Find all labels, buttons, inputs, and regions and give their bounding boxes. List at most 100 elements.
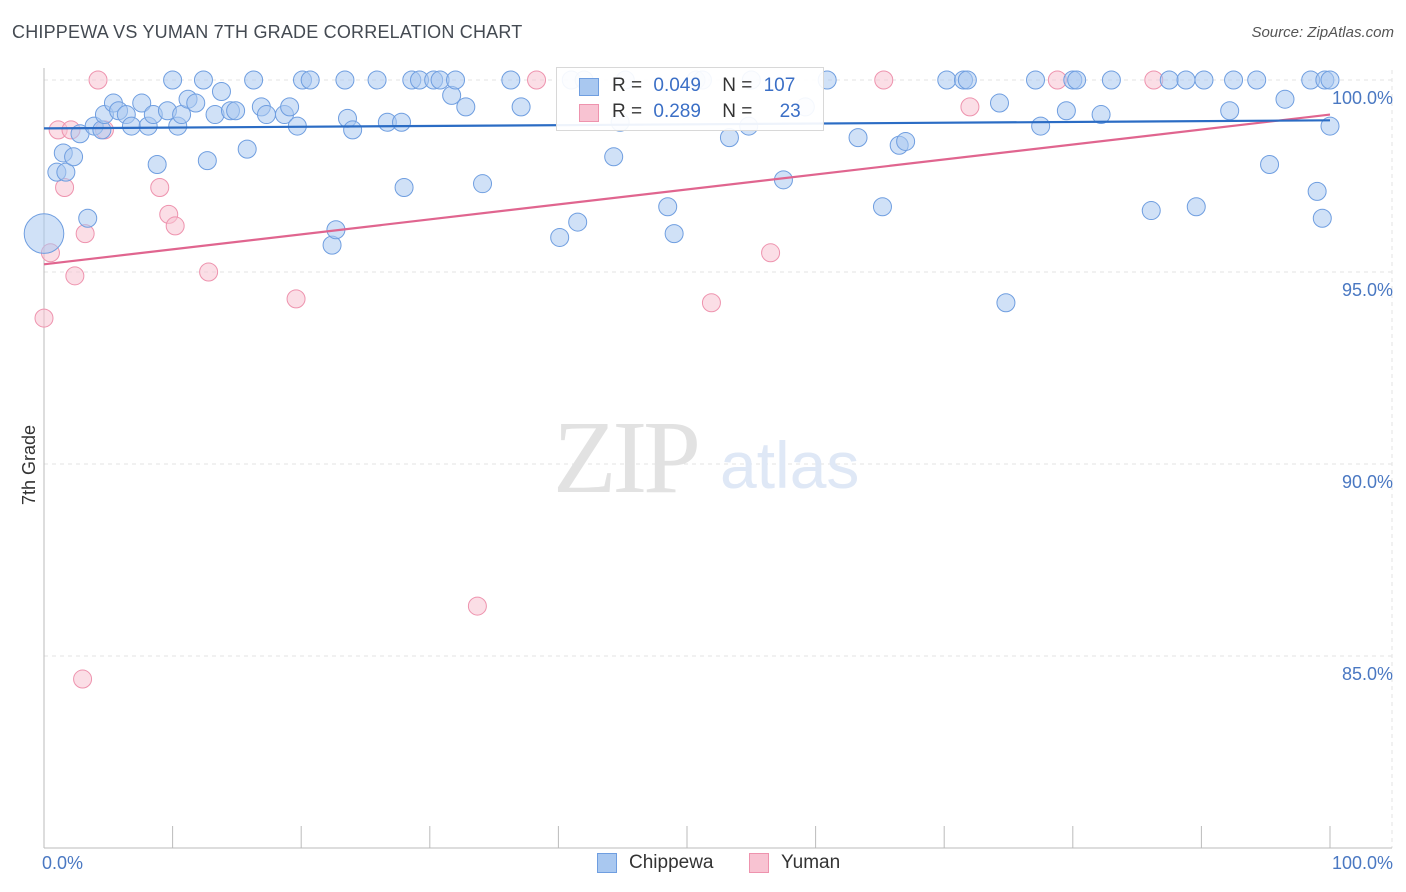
- chippewa-point: [1312, 208, 1332, 228]
- chippewa-point: [1031, 116, 1051, 136]
- legend-r-value: 0.049: [653, 75, 701, 96]
- yuman-point: [286, 289, 306, 309]
- chippewa-point: [664, 224, 684, 244]
- chart-title: CHIPPEWA VS YUMAN 7TH GRADE CORRELATION …: [12, 22, 523, 42]
- chippewa-point: [343, 120, 363, 140]
- chippewa-point: [848, 128, 868, 148]
- chippewa-point: [511, 97, 531, 117]
- chippewa-point: [957, 70, 977, 90]
- chippewa-point: [456, 97, 476, 117]
- chippewa-point: [550, 227, 570, 247]
- chippewa-point: [244, 70, 264, 90]
- chippewa-point: [163, 70, 183, 90]
- chippewa-point: [193, 70, 213, 90]
- chippewa-point: [392, 112, 412, 132]
- yuman-point: [150, 178, 170, 198]
- chippewa-point: [989, 93, 1009, 113]
- legend-swatch-yuman: [579, 104, 599, 122]
- yuman-point: [88, 70, 108, 90]
- legend-row-chippewa: R = 0.049 N = 107: [557, 75, 823, 101]
- chippewa-point: [56, 162, 76, 182]
- chippewa-point: [896, 131, 916, 151]
- chippewa-point: [1260, 154, 1280, 174]
- legend-r-label: R =: [612, 101, 643, 122]
- chippewa-point: [1320, 70, 1340, 90]
- legend-n-label: N =: [722, 101, 753, 122]
- legend-swatch-chippewa: [579, 78, 599, 96]
- axes: [43, 68, 1392, 849]
- y-axis-label: 7th Grade: [19, 425, 39, 505]
- yuman-point: [467, 596, 487, 616]
- legend-r-label: R =: [612, 75, 643, 96]
- chippewa-point: [1056, 101, 1076, 121]
- chippewa-point: [147, 154, 167, 174]
- chippewa-point: [996, 293, 1016, 313]
- chippewa-point: [64, 147, 84, 167]
- x-tick-label: 0.0%: [42, 853, 83, 873]
- x-tick-label: 100.0%: [1332, 853, 1393, 873]
- chippewa-point: [501, 70, 521, 90]
- chippewa-point: [1275, 89, 1295, 109]
- chippewa-point: [394, 178, 414, 198]
- chippewa-point: [1186, 197, 1206, 217]
- chippewa-point: [226, 101, 246, 121]
- yuman-point: [165, 216, 185, 236]
- chippewa-point: [1194, 70, 1214, 90]
- chippewa-point: [1141, 201, 1161, 221]
- watermark-zip: ZIP: [553, 400, 697, 515]
- y-tick-label: 90.0%: [1342, 472, 1393, 492]
- chippewa-point: [446, 70, 466, 90]
- yuman-point: [65, 266, 85, 286]
- chippewa-point: [132, 93, 152, 113]
- series-label-chippewa: Chippewa: [629, 852, 714, 873]
- chippewa-point: [78, 208, 98, 228]
- y-tick-label: 95.0%: [1342, 280, 1393, 300]
- correlation-legend: R = 0.049 N = 107 R = 0.289 N = 23: [556, 67, 824, 131]
- chippewa-point: [186, 93, 206, 113]
- y-tick-label: 85.0%: [1342, 664, 1393, 684]
- chippewa-point: [300, 70, 320, 90]
- chippewa-point: [280, 97, 300, 117]
- chippewa-point: [568, 212, 588, 232]
- yuman-point: [34, 308, 54, 328]
- chippewa-point: [719, 128, 739, 148]
- legend-n-value: 107: [763, 75, 796, 96]
- source-label: Source: ZipAtlas.com: [1251, 24, 1394, 41]
- watermark-atlas: atlas: [720, 428, 859, 502]
- chippewa-point: [872, 197, 892, 217]
- chippewa-point: [335, 70, 355, 90]
- chippewa-point: [604, 147, 624, 167]
- chippewa-point: [1224, 70, 1244, 90]
- chippewa-point: [1247, 70, 1267, 90]
- trend-lines: [43, 113, 1331, 266]
- chippewa-point: [23, 213, 65, 254]
- legend-row-yuman: R = 0.289 N = 23: [557, 101, 823, 127]
- chippewa-point: [256, 105, 276, 125]
- legend-n-label: N =: [722, 75, 753, 96]
- tick-labels: 100.0% 95.0% 90.0% 85.0% 0.0% 100.0%: [42, 88, 1393, 873]
- yuman-point: [527, 70, 547, 90]
- series-swatch-chippewa: [597, 853, 617, 873]
- chippewa-point: [1220, 101, 1240, 121]
- chippewa-point: [1026, 70, 1046, 90]
- chippewa-point: [658, 197, 678, 217]
- yuman-point: [761, 243, 781, 263]
- chippewa-point: [1307, 181, 1327, 201]
- chippewa-point: [367, 70, 387, 90]
- y-tick-label: 100.0%: [1332, 88, 1393, 108]
- yuman-trend-line: [43, 113, 1331, 266]
- chippewa-point: [1091, 105, 1111, 125]
- chippewa-point: [1176, 70, 1196, 90]
- yuman-point: [701, 293, 721, 313]
- chippewa-point: [1067, 70, 1087, 90]
- series-swatch-yuman: [749, 853, 769, 873]
- chippewa-point: [1159, 70, 1179, 90]
- yuman-point: [960, 97, 980, 117]
- legend-r-value: 0.289: [653, 101, 701, 122]
- watermark: ZIP atlas: [553, 400, 859, 515]
- yuman-point: [874, 70, 894, 90]
- chippewa-point: [473, 174, 493, 194]
- series-label-yuman: Yuman: [781, 852, 841, 873]
- chippewa-point: [1101, 70, 1121, 90]
